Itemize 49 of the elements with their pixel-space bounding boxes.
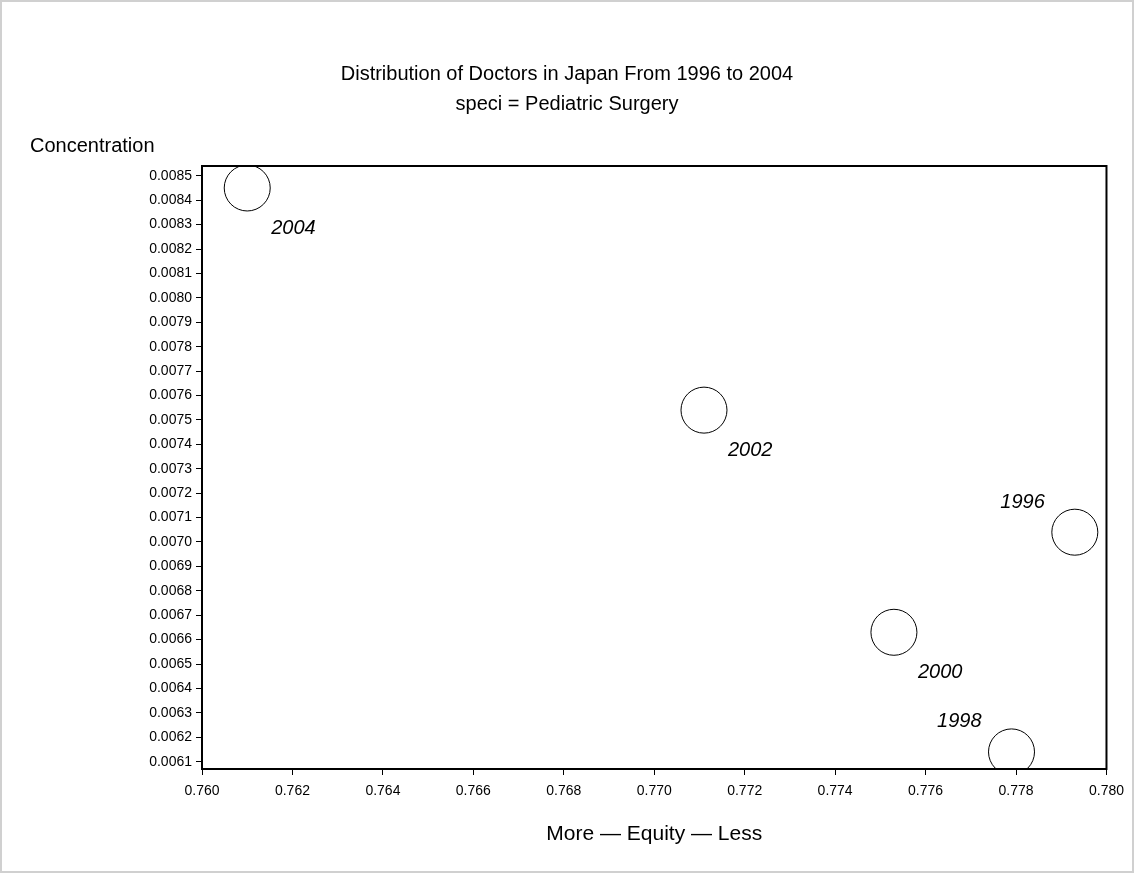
point — [870, 608, 918, 656]
y-tick-label: 0.0078 — [149, 337, 193, 354]
x-tick-label: 0.768 — [546, 782, 582, 799]
x-axis-title: More — Equity — Less — [546, 821, 763, 845]
annotation: 2000 — [916, 659, 963, 682]
x-tick-label: 0.766 — [455, 782, 492, 799]
y-tick-label: 0.0085 — [149, 166, 193, 183]
x-tick-label: 0.760 — [184, 782, 220, 799]
y-tick-label: 0.0061 — [149, 752, 193, 769]
x-tick-label: 0.764 — [365, 782, 401, 799]
x-tick-label: 0.762 — [274, 782, 311, 799]
y-tick-label: 0.0065 — [149, 654, 193, 671]
y-tick-label: 0.0064 — [149, 679, 193, 696]
y-tick-label: 0.0066 — [149, 630, 193, 647]
y-tick-label: 0.0073 — [149, 459, 193, 476]
y-tick-label: 0.0076 — [149, 386, 193, 403]
x-tick-label: 0.770 — [636, 782, 672, 799]
x-tick-label: 0.778 — [998, 782, 1034, 799]
y-tick-label: 0.0072 — [149, 483, 193, 500]
point — [680, 386, 728, 434]
x-tick-label: 0.774 — [817, 782, 853, 799]
y-tick-label: 0.0070 — [149, 532, 193, 549]
annotation: 2002 — [726, 437, 773, 460]
y-tick-label: 0.0074 — [149, 435, 193, 452]
y-axis-title: Concentration — [30, 133, 155, 156]
y-tick-label: 0.0063 — [149, 703, 193, 720]
x-tick-label: 0.776 — [908, 782, 944, 799]
y-tick-label: 0.0069 — [149, 557, 193, 574]
chart-title: Distribution of Doctors in Japan From 1996 to 2004 — [340, 61, 794, 84]
y-tick-label: 0.0077 — [149, 361, 193, 378]
x-tick-label: 0.772 — [727, 782, 763, 799]
y-tick-label: 0.0075 — [149, 410, 193, 427]
y-tick-label: 0.0080 — [149, 288, 193, 305]
point — [223, 166, 271, 212]
y-tick-label: 0.0084 — [149, 191, 193, 208]
y-tick-label: 0.0068 — [149, 581, 193, 598]
y-tick-label: 0.0062 — [149, 728, 193, 745]
y-tick-label: 0.0082 — [149, 239, 193, 256]
y-tick-label: 0.0081 — [149, 264, 193, 281]
annotation: 1996 — [1000, 489, 1046, 512]
y-tick-label: 0.0079 — [149, 313, 193, 330]
annotation: 1998 — [937, 709, 982, 732]
y-tick-label: 0.0071 — [149, 508, 193, 525]
x-tick-label: 0.780 — [1088, 782, 1125, 799]
point — [1051, 508, 1099, 556]
chart-subtitle: speci = Pediatric Surgery — [455, 91, 679, 114]
y-tick-label: 0.0083 — [149, 215, 193, 232]
annotation: 2004 — [270, 215, 316, 238]
y-tick-label: 0.0067 — [149, 606, 193, 623]
